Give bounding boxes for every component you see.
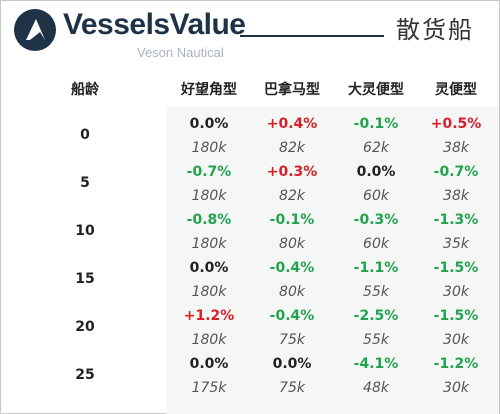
vessel-value: 82k: [279, 188, 305, 204]
column-header: 巴拿马型: [264, 82, 320, 98]
vessel-value: 62k: [363, 140, 389, 156]
percent-change: -0.8%: [186, 212, 232, 228]
brand-subtitle: Veson Nautical: [137, 45, 224, 60]
vessel-value: 30k: [443, 332, 469, 348]
percent-change: -0.1%: [269, 212, 315, 228]
percent-change: -0.3%: [353, 212, 399, 228]
percent-change: -1.5%: [433, 260, 479, 276]
percent-change: 0.0%: [189, 356, 229, 372]
vessel-value: 60k: [363, 188, 389, 204]
vessel-value: 55k: [363, 284, 389, 300]
percent-change: -1.1%: [353, 260, 399, 276]
age-cell: 10: [75, 223, 95, 239]
vessel-value: 75k: [279, 332, 305, 348]
age-cell: 15: [75, 271, 95, 287]
vessel-value: 75k: [279, 380, 305, 396]
percent-change: 0.0%: [356, 164, 396, 180]
vessel-value: 180k: [191, 188, 227, 204]
percent-change: -0.4%: [269, 308, 315, 324]
vessel-value: 180k: [191, 284, 227, 300]
column-header: 大灵便型: [348, 82, 404, 98]
age-column-header: 船龄: [71, 82, 99, 98]
percent-change: -2.5%: [353, 308, 399, 324]
vessel-value: 48k: [363, 380, 389, 396]
vessel-value: 30k: [443, 284, 469, 300]
column-header: 灵便型: [435, 82, 477, 98]
segment-title: 散货船: [396, 16, 474, 44]
vessel-value: 80k: [279, 236, 305, 252]
percent-change: -1.2%: [433, 356, 479, 372]
percent-change: +0.3%: [266, 164, 318, 180]
percent-change: 0.0%: [189, 116, 229, 132]
percent-change: +1.2%: [183, 308, 235, 324]
vessel-value: 38k: [443, 188, 469, 204]
percent-change: -4.1%: [353, 356, 399, 372]
percent-change: -1.5%: [433, 308, 479, 324]
column-header: 好望角型: [181, 82, 237, 98]
vesselsvalue-logo-icon: [14, 9, 56, 51]
age-cell: 0: [80, 127, 90, 143]
percent-change: +0.4%: [266, 116, 318, 132]
percent-change: -0.7%: [186, 164, 232, 180]
percent-change: 0.0%: [189, 260, 229, 276]
header-divider: [240, 35, 384, 37]
vessel-value: 180k: [191, 332, 227, 348]
age-cell: 5: [80, 175, 90, 191]
vessel-value: 60k: [363, 236, 389, 252]
percent-change: -0.7%: [433, 164, 479, 180]
vessel-value: 55k: [363, 332, 389, 348]
percent-change: -0.1%: [353, 116, 399, 132]
vessel-value: 80k: [279, 284, 305, 300]
vessel-value: 180k: [191, 140, 227, 156]
vessel-value: 82k: [279, 140, 305, 156]
vessel-value: 175k: [191, 380, 227, 396]
table-shaded-area: [166, 106, 499, 414]
percent-change: +0.5%: [430, 116, 482, 132]
vessel-value: 30k: [443, 380, 469, 396]
vessel-value: 35k: [443, 236, 469, 252]
percent-change: -0.4%: [269, 260, 315, 276]
vessel-value: 38k: [443, 140, 469, 156]
percent-change: 0.0%: [272, 356, 312, 372]
age-cell: 20: [75, 319, 95, 335]
percent-change: -1.3%: [433, 212, 479, 228]
age-cell: 25: [75, 367, 95, 383]
vessel-value: 180k: [191, 236, 227, 252]
brand-name: VesselsValue: [63, 8, 246, 41]
